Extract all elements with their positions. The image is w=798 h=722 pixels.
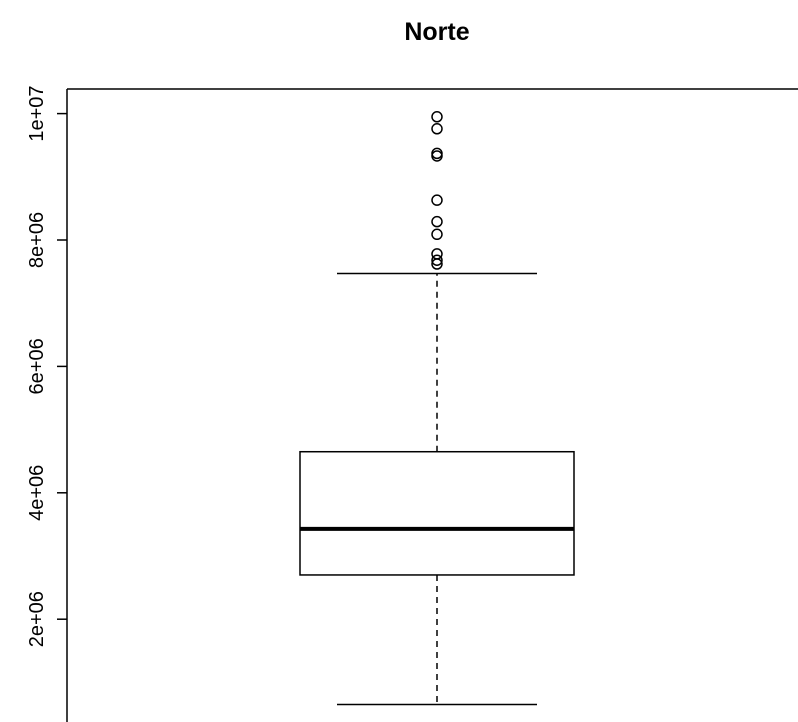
outlier-point	[431, 215, 443, 228]
boxplot-box	[299, 272, 575, 706]
y-tick-label: 4e+06	[26, 465, 48, 521]
outlier-point	[431, 150, 443, 162]
outlier-point	[431, 123, 443, 135]
outlier-point	[431, 254, 443, 266]
y-tick-label: 1e+07	[26, 86, 48, 142]
y-axis-ticks: 2e+06 4e+06 6e+06 8e+06 1e+07	[26, 86, 67, 647]
outlier-point	[431, 111, 443, 123]
outlier-points	[431, 111, 443, 270]
box-iqr	[299, 450, 575, 576]
outlier-point	[431, 194, 443, 206]
y-tick-label: 6e+06	[26, 338, 48, 394]
chart-title: Norte	[404, 18, 469, 46]
outlier-point	[431, 228, 443, 241]
outlier-point	[431, 258, 443, 270]
y-tick-label: 2e+06	[26, 591, 48, 647]
y-tick-label: 8e+06	[26, 212, 48, 268]
